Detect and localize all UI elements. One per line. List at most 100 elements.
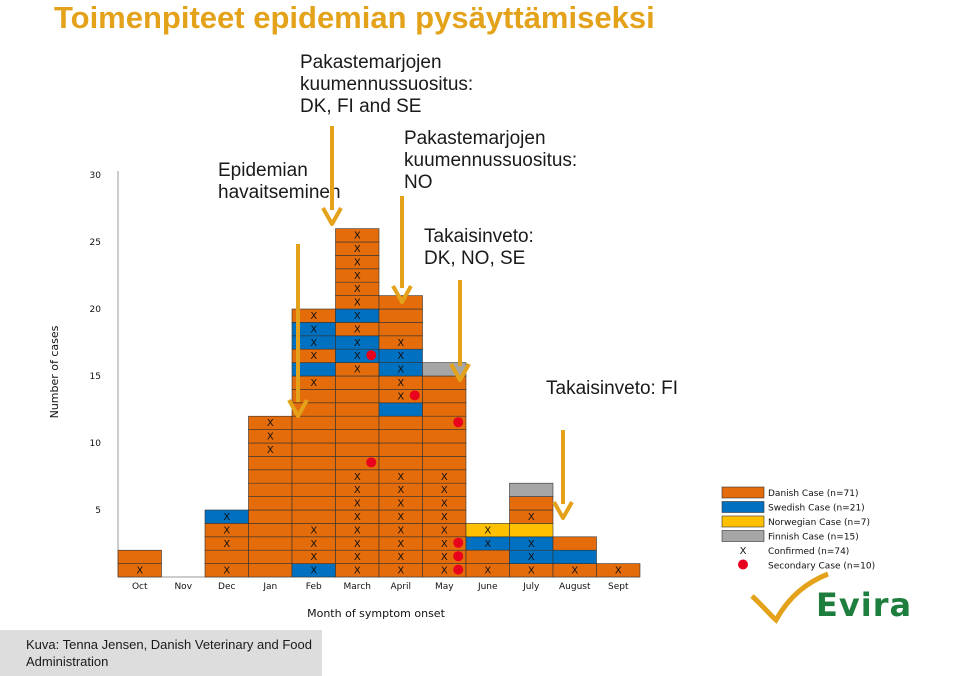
legend-swatch [721, 530, 765, 542]
confirmed-marker: X [441, 472, 448, 483]
bar-cell [422, 456, 467, 471]
arrow-head [287, 399, 309, 418]
legend-confirmed-symbol: X [740, 546, 747, 557]
confirmed-marker: X [528, 552, 535, 563]
bar-cell [204, 549, 249, 564]
confirmed-marker: X [397, 539, 404, 550]
x-tick-label: Nov [174, 582, 192, 592]
legend-label: Danish Case (n=71) [768, 489, 859, 499]
x-tick-label: Sept [608, 582, 629, 592]
bar-cell [378, 402, 423, 417]
legend-label: Confirmed (n=74) [768, 547, 849, 557]
confirmed-marker: X [484, 525, 491, 536]
confirmed-marker: X [310, 378, 317, 389]
confirmed-marker: X [354, 284, 361, 295]
confirmed-marker: X [528, 512, 535, 523]
confirmed-marker: X [310, 311, 317, 322]
bar-cell [335, 415, 380, 430]
confirmed-marker: X [310, 566, 317, 577]
x-tick-label: Oct [132, 582, 148, 592]
bar-cell [422, 402, 467, 417]
confirmed-marker: X [354, 525, 361, 536]
x-tick-label: August [559, 582, 591, 592]
y-axis-label: Number of cases [48, 325, 61, 418]
bar-cell [509, 482, 554, 497]
arrow-head [552, 501, 574, 520]
secondary-case-dot [453, 417, 464, 428]
confirmed-marker: X [267, 445, 274, 456]
legend-label: Secondary Case (n=10) [768, 562, 875, 572]
confirmed-marker: X [354, 257, 361, 268]
bar-cell [291, 415, 336, 430]
confirmed-marker: X [267, 418, 274, 429]
bar-cell [335, 389, 380, 404]
bar-cell [248, 563, 293, 578]
y-tick-label: 20 [90, 305, 102, 315]
bar-cell [335, 442, 380, 457]
confirmed-marker: X [310, 351, 317, 362]
bar-cell [291, 496, 336, 511]
confirmed-marker: X [441, 485, 448, 496]
x-tick-label: May [435, 582, 454, 592]
bar-cell [335, 429, 380, 444]
confirmed-marker: X [397, 512, 404, 523]
confirmed-marker: X [397, 391, 404, 402]
bar-cell [248, 496, 293, 511]
confirmed-marker: X [441, 566, 448, 577]
bar-cell [291, 509, 336, 524]
confirmed-marker: X [354, 298, 361, 309]
legend-label: Swedish Case (n=21) [768, 504, 865, 514]
confirmed-marker: X [354, 231, 361, 242]
secondary-case-dot [453, 537, 464, 548]
confirmed-marker: X [223, 512, 230, 523]
bar-cell [335, 228, 380, 243]
confirmed-marker: X [354, 552, 361, 563]
y-tick-label: 5 [95, 506, 101, 516]
confirmed-marker: X [310, 539, 317, 550]
bar-cell [378, 322, 423, 337]
bar-cell [422, 442, 467, 457]
bar-cell [291, 469, 336, 484]
bar-cell [509, 523, 554, 538]
source-caption: Kuva: Tenna Jensen, Danish Veterinary an… [0, 630, 322, 676]
x-tick-label: Jan [262, 582, 277, 592]
confirmed-marker: X [223, 539, 230, 550]
x-tick-label: July [522, 582, 540, 592]
confirmed-marker: X [310, 338, 317, 349]
y-tick-label: 30 [90, 171, 102, 181]
bar-cell [552, 549, 597, 564]
secondary-case-dot [453, 564, 464, 575]
confirmed-marker: X [354, 271, 361, 282]
confirmed-marker: X [397, 338, 404, 349]
bar-cell [248, 549, 293, 564]
y-tick-label: 15 [90, 372, 101, 382]
bar-cell [248, 482, 293, 497]
x-tick-label: March [344, 582, 371, 592]
bar-cell [465, 549, 510, 564]
evira-logo: Evira [816, 586, 912, 624]
legend-label: Finnish Case (n=15) [768, 533, 859, 543]
confirmed-marker: X [354, 351, 361, 362]
annotation-heat-recommendation-dk-fi-se: Pakastemarjojen kuumennussuositus: DK, F… [300, 52, 474, 117]
bar-cell [335, 402, 380, 417]
confirmed-marker: X [441, 525, 448, 536]
confirmed-marker: X [354, 566, 361, 577]
annotation-detection: Epidemian havaitseminen [218, 160, 341, 203]
x-tick-label: Feb [306, 582, 322, 592]
bar-cell [378, 415, 423, 430]
bar-cell [291, 442, 336, 457]
annotation-recall-dk-no-se: Takaisinveto: DK, NO, SE [424, 226, 534, 269]
annotation-heat-recommendation-no: Pakastemarjojen kuumennussuositus: NO [404, 128, 578, 193]
confirmed-marker: X [528, 566, 535, 577]
confirmed-marker: X [267, 432, 274, 443]
confirmed-marker: X [441, 512, 448, 523]
confirmed-marker: X [441, 552, 448, 563]
bar-cell [509, 496, 554, 511]
bar-cell [378, 429, 423, 444]
y-tick-label: 25 [90, 238, 101, 248]
bar-cell [248, 509, 293, 524]
confirmed-marker: X [397, 378, 404, 389]
legend-swatch [721, 515, 765, 528]
confirmed-marker: X [571, 566, 578, 577]
x-tick-label: April [390, 582, 411, 592]
